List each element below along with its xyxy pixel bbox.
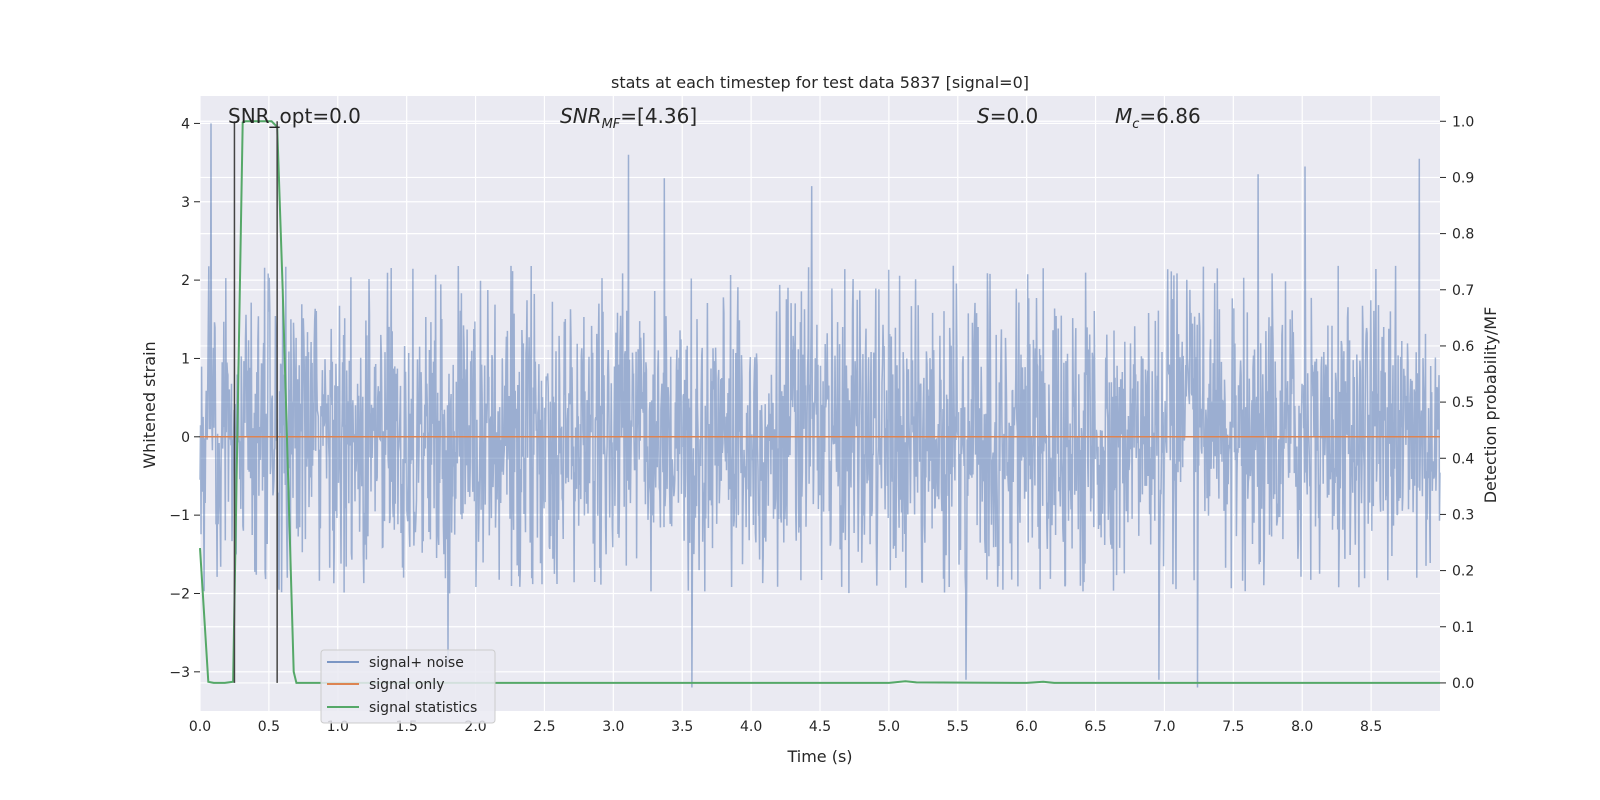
y2-tick-label: 0.1 — [1452, 620, 1474, 636]
y-tick-label: −3 — [169, 665, 190, 681]
legend-label-signal-only: signal only — [369, 677, 444, 693]
y2-tick-label: 0.2 — [1452, 564, 1474, 580]
y-tick-label: 0 — [181, 430, 190, 446]
x-tick-label: 0.5 — [258, 719, 280, 735]
y-axis-label: Whitened strain — [140, 341, 159, 468]
y2-tick-label: 0.3 — [1452, 507, 1474, 523]
y-tick-label: 1 — [181, 351, 190, 367]
legend-label-signal-statistics: signal statistics — [369, 700, 477, 716]
annotation-snr-mf-value: =[4.36] — [620, 104, 697, 128]
signal-plus-noise-line — [199, 123, 1441, 688]
y2-tick-label: 0.0 — [1452, 676, 1474, 692]
annotation-snr-mf-sub: MF — [602, 117, 621, 132]
x-tick-label: 8.5 — [1360, 719, 1382, 735]
legend-label-signal-plus-noise: signal+ noise — [369, 655, 464, 671]
y-tick-label: 2 — [181, 273, 190, 289]
signal-statistics-series — [199, 120, 1440, 684]
x-tick-label: 2.5 — [533, 719, 555, 735]
signal-statistics-line — [199, 120, 1440, 684]
x-tick-label: 4.0 — [740, 719, 762, 735]
y-tick-label: 4 — [181, 116, 190, 132]
annotation-mc-base: M — [1115, 104, 1132, 128]
annotation-s: S=0.0 — [977, 104, 1038, 128]
y2-tick-label: 0.7 — [1452, 283, 1474, 299]
annotation-mc-value: =6.86 — [1139, 104, 1200, 128]
y2-tick-label: 0.9 — [1452, 170, 1474, 186]
x-tick-label: 6.0 — [1016, 719, 1038, 735]
x-tick-label: 0.0 — [189, 719, 211, 735]
y2-tick-label: 1.0 — [1452, 114, 1474, 130]
x-tick-label: 5.0 — [878, 719, 900, 735]
x-tick-label: 3.0 — [602, 719, 624, 735]
y-tick-label: −2 — [169, 586, 190, 602]
x-tick-label: 8.0 — [1291, 719, 1313, 735]
annotations: SNR_opt=0.0 SNRMF=[4.36] S=0.0 Mc=6.86 — [228, 104, 1201, 132]
x-tick-label: 3.5 — [671, 719, 693, 735]
y2-tick-label: 0.8 — [1452, 227, 1474, 243]
x-tick-label: 7.5 — [1222, 719, 1244, 735]
y2-axis-label: Detection probability/MF — [1481, 307, 1500, 504]
annotation-snr-opt: SNR_opt=0.0 — [228, 104, 361, 128]
legend-box — [320, 649, 496, 724]
y2-tick-label: 0.6 — [1452, 339, 1474, 355]
y-tick-label: 3 — [181, 195, 190, 211]
x-tick-label: 6.5 — [1084, 719, 1106, 735]
x-tick-label: 5.5 — [947, 719, 969, 735]
x-axis-label: Time (s) — [786, 747, 852, 766]
annotation-mc: Mc=6.86 — [1115, 104, 1201, 132]
annotation-s-symbol: S — [977, 104, 990, 128]
annotation-snr-mf: SNRMF=[4.36] — [560, 104, 697, 132]
chart-title: stats at each timestep for test data 583… — [611, 73, 1029, 92]
x-tick-label: 4.5 — [809, 719, 831, 735]
y-tick-label: −1 — [169, 508, 190, 524]
legend: signal+ noise signal only signal statist… — [320, 649, 496, 724]
axes: 0.0 0.5 1.0 1.5 2.0 2.5 3.0 3.5 4.0 4.5 5.0 5.5 6.0 6… — [169, 114, 1474, 735]
y2-tick-label: 0.4 — [1452, 451, 1474, 467]
annotation-mc-sub: c — [1132, 117, 1139, 132]
annotation-snr-mf-base: SNR — [560, 104, 602, 128]
x-tick-label: 7.0 — [1153, 719, 1175, 735]
annotation-s-value: =0.0 — [990, 104, 1039, 128]
marker-lines — [233, 121, 278, 683]
y2-tick-label: 0.5 — [1452, 395, 1474, 411]
signal-plus-noise-series — [199, 123, 1441, 688]
